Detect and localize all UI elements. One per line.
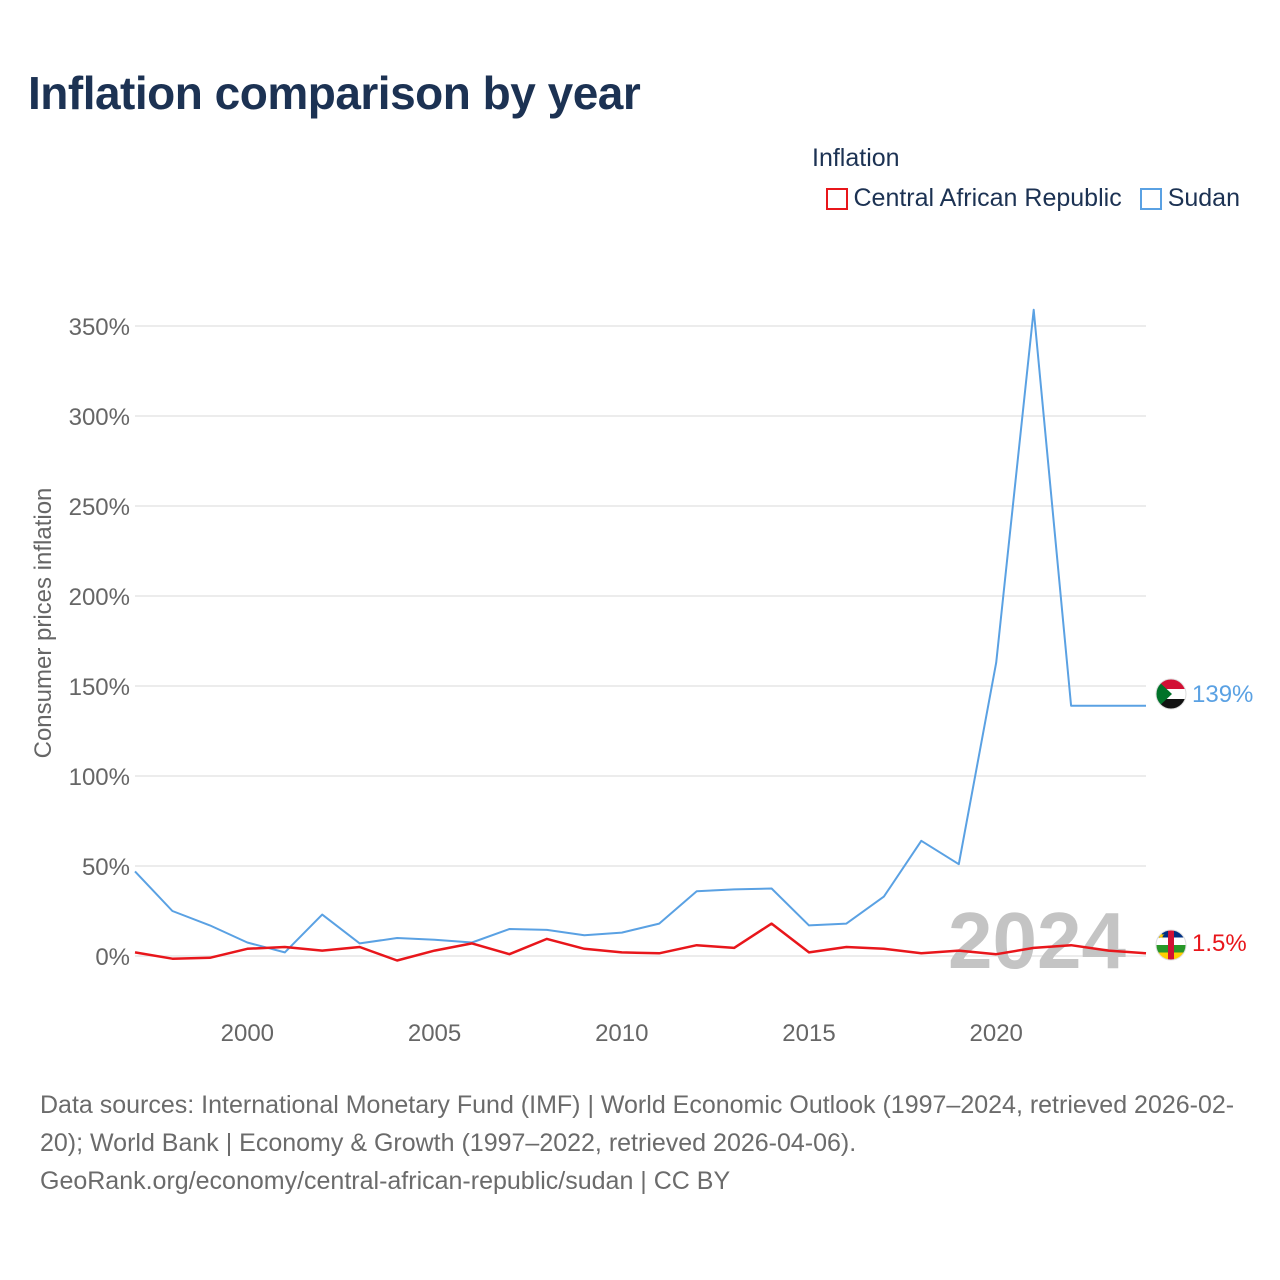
y-tick-label: 50%	[82, 854, 130, 881]
series-line-central-african-republic[interactable]	[134, 922, 1147, 962]
y-tick-label: 150%	[69, 674, 130, 701]
legend-swatch-central-african-republic	[825, 187, 848, 210]
legend-title: Inflation	[812, 144, 900, 172]
footer: Data sources: International Monetary Fun…	[40, 1086, 1245, 1200]
y-tick-label: 200%	[69, 584, 130, 611]
end-label-sudan: 139%	[1192, 681, 1253, 708]
y-tick-label: 350%	[69, 314, 130, 341]
x-tick-label: 2000	[221, 1020, 274, 1047]
series-line-sudan[interactable]	[134, 308, 1146, 954]
y-axis-label: Consumer prices inflation	[30, 488, 57, 759]
year-watermark: 2024	[948, 896, 1126, 985]
grid-lines	[135, 325, 1146, 957]
y-tick-label: 300%	[69, 404, 130, 431]
legend-swatch-sudan	[1139, 187, 1162, 210]
x-tick-label: 2005	[408, 1020, 461, 1047]
x-tick-label: 2010	[595, 1020, 648, 1047]
x-tick-label: 2015	[782, 1020, 835, 1047]
legend-label-sudan: Sudan	[1167, 184, 1240, 212]
end-label-central-african-republic: 1.5%	[1192, 930, 1247, 957]
central-african-republic-flag-icon	[1155, 929, 1187, 961]
attribution-link[interactable]: GeoRank.org/economy/central-african-repu…	[40, 1167, 731, 1195]
x-tick-label: 2020	[970, 1020, 1023, 1047]
legend-item-sudan[interactable]: Sudan	[1139, 184, 1240, 213]
data-sources-text: Data sources: International Monetary Fun…	[40, 1091, 1235, 1157]
legend-item-central-african-republic[interactable]: Central African Republic	[825, 184, 1122, 213]
y-axis: 0% 50% 100% 150% 200% 250% 300% 350%	[69, 314, 130, 971]
x-axis: 2000 2005 2010 2015 2020	[221, 1020, 1023, 1047]
y-tick-label: 100%	[69, 764, 130, 791]
legend: Central African Republic Sudan	[825, 184, 1240, 213]
y-tick-label: 250%	[69, 494, 130, 521]
y-tick-label: 0%	[95, 944, 130, 971]
legend-label-central-african-republic: Central African Republic	[853, 184, 1122, 212]
sudan-flag-icon	[1155, 678, 1187, 710]
series-lines	[134, 308, 1147, 962]
chart-title: Inflation comparison by year	[28, 67, 641, 119]
